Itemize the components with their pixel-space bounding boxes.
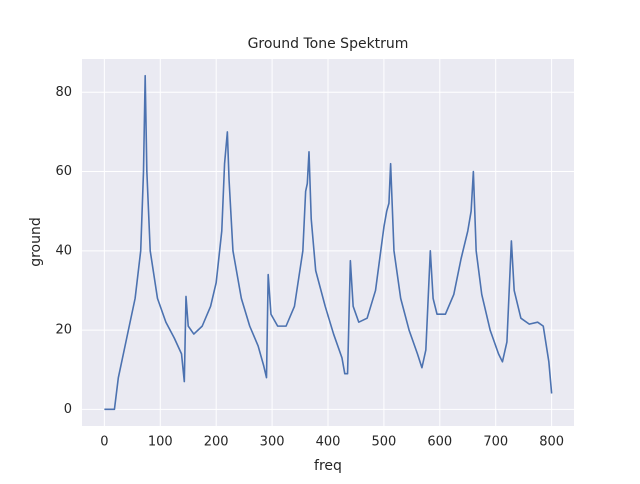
y-tick-label: 20 bbox=[55, 323, 72, 338]
y-tick-label: 60 bbox=[55, 164, 72, 179]
data-line bbox=[104, 74, 553, 411]
chart-title: Ground Tone Spektrum bbox=[248, 36, 409, 52]
x-tick-label: 300 bbox=[260, 435, 285, 450]
x-axis-label: freq bbox=[314, 458, 342, 474]
x-tick-label: 800 bbox=[539, 435, 564, 450]
y-axis-label: ground bbox=[28, 217, 44, 267]
x-tick-label: 100 bbox=[148, 435, 173, 450]
y-tick-label: 40 bbox=[55, 243, 72, 258]
y-tick-label: 80 bbox=[55, 85, 72, 100]
x-tick-label: 400 bbox=[316, 435, 341, 450]
y-tick-label: 0 bbox=[64, 402, 72, 417]
x-tick-label: 500 bbox=[371, 435, 396, 450]
x-tick-label: 0 bbox=[100, 435, 108, 450]
x-tick-label: 200 bbox=[204, 435, 229, 450]
x-tick-label: 600 bbox=[427, 435, 452, 450]
x-tick-label: 700 bbox=[483, 435, 508, 450]
